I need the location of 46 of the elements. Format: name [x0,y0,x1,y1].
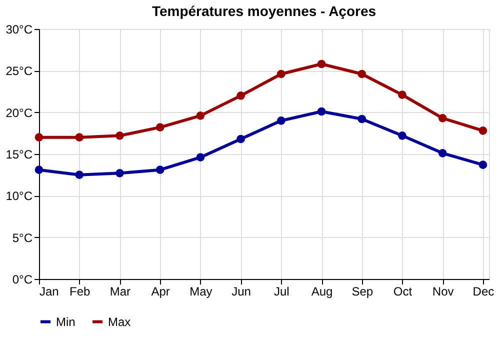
x-tick-label: Feb [70,284,91,298]
point [196,153,205,162]
point [478,126,488,135]
point [34,133,44,142]
point [75,133,84,142]
x-tick-label: Apr [151,284,170,298]
y-tick-label: 5°C [12,230,33,245]
x-tick-label: Aug [311,284,333,298]
point [398,131,406,140]
point [398,90,406,100]
y-tick-label: 20°C [6,106,33,120]
point [276,116,286,125]
point [358,70,366,78]
point [276,70,286,78]
point [478,160,488,170]
point [317,107,326,116]
point [196,111,205,120]
point [156,123,164,132]
legend-label: Max [108,314,131,329]
legend-label: Min [56,314,76,329]
point [438,148,447,158]
point [34,166,44,174]
chart-title: Températures moyennes - Açores [152,3,376,19]
x-tick-label: Dec [472,284,494,298]
point [116,131,124,140]
y-tick-label: 25°C [6,64,33,78]
y-tick-label: 30°C [6,22,33,36]
x-tick-label: Jul [274,284,290,298]
point [236,134,245,144]
point [75,170,84,180]
point [236,91,245,100]
x-tick-label: Jun [232,284,251,298]
point [438,114,447,122]
x-tick-label: Sep [352,284,374,298]
point [116,168,124,178]
y-tick-label: 10°C [6,189,33,204]
x-tick-label: Mar [110,284,131,298]
y-tick-label: 15°C [6,148,33,162]
x-tick-label: Nov [432,284,454,298]
point [317,60,326,68]
point [358,114,366,124]
x-tick-label: Jan [40,284,59,298]
x-tick-label: Oct [393,284,413,298]
y-tick-label: 0°C [12,272,33,286]
x-tick-label: May [190,284,212,298]
point [156,166,164,174]
